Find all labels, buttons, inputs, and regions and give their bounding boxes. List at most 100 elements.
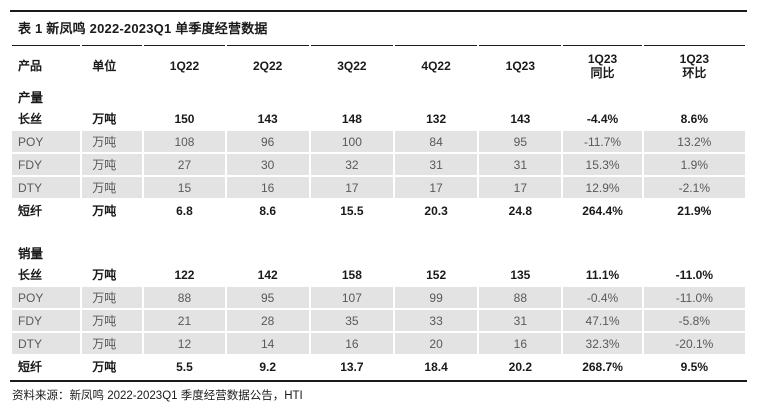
cell: 13.2% <box>643 131 745 152</box>
column-header-1q23: 1Q23 <box>479 45 562 85</box>
report-table-block: 表 1 新凤鸣 2022-2023Q1 单季度经营数据 产品 单位 1Q22 2… <box>10 10 747 402</box>
cell: 158 <box>310 264 393 285</box>
cell: 20 <box>395 333 478 354</box>
cell: 31 <box>395 154 478 175</box>
cell: 短纤 <box>12 356 81 377</box>
cell: 万吨 <box>82 333 143 354</box>
cell: 32.3% <box>563 333 642 354</box>
column-header-1q23-qoq-line2: 环比 <box>682 66 707 80</box>
cell: 21 <box>144 310 225 331</box>
cell: DTY <box>12 333 81 354</box>
section-row-sales: 销量 <box>12 243 745 262</box>
cell: 88 <box>479 287 562 308</box>
section-row-production: 产量 <box>12 87 745 106</box>
cell: 5.5 <box>144 356 225 377</box>
column-header-1q23-qoq: 1Q23 环比 <box>643 45 745 85</box>
cell: 268.7% <box>563 356 642 377</box>
cell: 20.3 <box>395 200 478 221</box>
cell: FDY <box>12 154 81 175</box>
column-header-1q22: 1Q22 <box>144 45 225 85</box>
cell: 16 <box>310 333 393 354</box>
cell: 长丝 <box>12 108 81 129</box>
cell: POY <box>12 131 81 152</box>
section-label-sales: 销量 <box>18 247 44 261</box>
table-row-production-fdy: FDY 万吨 27 30 32 31 31 15.3% 1.9% <box>12 154 745 175</box>
table-row-sales-fdy: FDY 万吨 21 28 35 33 31 47.1% -5.8% <box>12 310 745 331</box>
cell: 96 <box>226 131 309 152</box>
cell: 35 <box>310 310 393 331</box>
cell: -0.4% <box>563 287 642 308</box>
section-label-production: 产量 <box>18 91 44 105</box>
cell: 32 <box>310 154 393 175</box>
cell: 6.8 <box>144 200 225 221</box>
cell: 20.2 <box>479 356 562 377</box>
cell: 122 <box>144 264 225 285</box>
cell: 107 <box>310 287 393 308</box>
cell: -5.8% <box>643 310 745 331</box>
quarterly-operating-data-table: 产品 单位 1Q22 2Q22 3Q22 4Q22 1Q23 1Q23 同比 1… <box>10 43 747 379</box>
table-row-sales-filament: 长丝 万吨 122 142 158 152 135 11.1% -11.0% <box>12 264 745 285</box>
cell: 88 <box>144 287 225 308</box>
cell: 21.9% <box>643 200 745 221</box>
cell: 17 <box>395 177 478 198</box>
cell: -4.4% <box>563 108 642 129</box>
cell: 152 <box>395 264 478 285</box>
cell: -11.7% <box>563 131 642 152</box>
cell: 1.9% <box>643 154 745 175</box>
cell: 15.5 <box>310 200 393 221</box>
cell: 142 <box>226 264 309 285</box>
cell: 108 <box>144 131 225 152</box>
cell: 8.6 <box>226 200 309 221</box>
cell: -11.0% <box>643 287 745 308</box>
table-row-sales-poy: POY 万吨 88 95 107 99 88 -0.4% -11.0% <box>12 287 745 308</box>
cell: 95 <box>479 131 562 152</box>
cell: 12 <box>144 333 225 354</box>
cell: 13.7 <box>310 356 393 377</box>
cell: 9.2 <box>226 356 309 377</box>
cell: 16 <box>479 333 562 354</box>
cell: 万吨 <box>82 356 143 377</box>
cell: 28 <box>226 310 309 331</box>
cell: 万吨 <box>82 287 143 308</box>
cell: 143 <box>226 108 309 129</box>
cell: 15.3% <box>563 154 642 175</box>
cell: 15 <box>144 177 225 198</box>
column-header-1q23-yoy-line1: 1Q23 <box>587 52 618 66</box>
cell: 150 <box>144 108 225 129</box>
cell: -20.1% <box>643 333 745 354</box>
cell: 万吨 <box>82 131 143 152</box>
cell: FDY <box>12 310 81 331</box>
cell: 万吨 <box>82 108 143 129</box>
cell: 148 <box>310 108 393 129</box>
cell: 14 <box>226 333 309 354</box>
cell: POY <box>12 287 81 308</box>
table-row-production-poy: POY 万吨 108 96 100 84 95 -11.7% 13.2% <box>12 131 745 152</box>
column-header-1q23-yoy: 1Q23 同比 <box>563 45 642 85</box>
column-header-1q23-qoq-line1: 1Q23 <box>679 52 709 66</box>
column-header-product: 产品 <box>12 45 81 85</box>
cell: 17 <box>479 177 562 198</box>
cell: 132 <box>395 108 478 129</box>
column-header-unit: 单位 <box>82 45 143 85</box>
cell: 100 <box>310 131 393 152</box>
cell: 31 <box>479 154 562 175</box>
column-header-3q22: 3Q22 <box>310 45 393 85</box>
cell: 12.9% <box>563 177 642 198</box>
cell: 24.8 <box>479 200 562 221</box>
cell: 31 <box>479 310 562 331</box>
column-header-1q23-yoy-line2: 同比 <box>590 66 615 80</box>
cell: 18.4 <box>395 356 478 377</box>
column-header-4q22: 4Q22 <box>395 45 478 85</box>
cell: 长丝 <box>12 264 81 285</box>
cell: 万吨 <box>82 310 143 331</box>
table-row-sales-dty: DTY 万吨 12 14 16 20 16 32.3% -20.1% <box>12 333 745 354</box>
cell: 95 <box>226 287 309 308</box>
cell: -11.0% <box>643 264 745 285</box>
cell: 27 <box>144 154 225 175</box>
cell: 99 <box>395 287 478 308</box>
cell: 17 <box>310 177 393 198</box>
cell: 万吨 <box>82 154 143 175</box>
cell: 30 <box>226 154 309 175</box>
cell: 16 <box>226 177 309 198</box>
source-note: 资料来源：新凤鸣 2022-2023Q1 季度经营数据公告，HTI <box>10 380 747 402</box>
